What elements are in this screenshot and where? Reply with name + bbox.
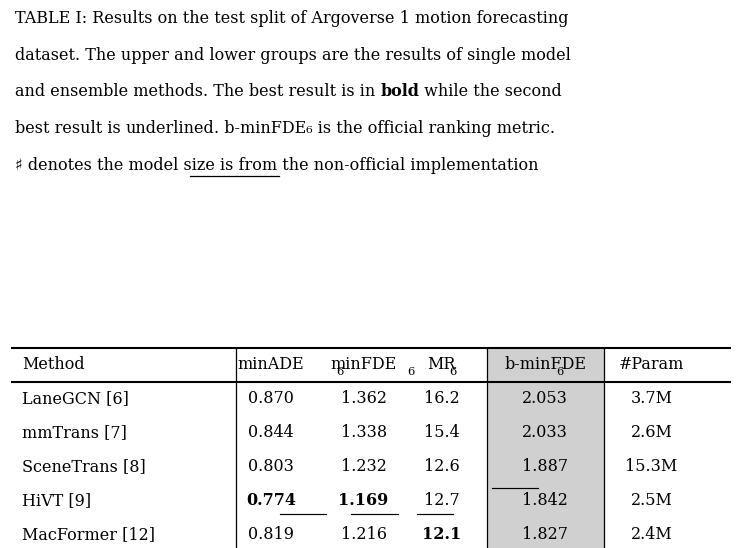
Text: . b-minFDE₆ is the official ranking metric.: . b-minFDE₆ is the official ranking metr…	[214, 120, 556, 137]
Text: 1.887: 1.887	[522, 458, 568, 476]
Text: 1.827: 1.827	[522, 526, 568, 544]
Text: 0.774: 0.774	[246, 492, 296, 510]
Text: 1.232: 1.232	[341, 458, 387, 476]
Text: LaneGCN [6]: LaneGCN [6]	[22, 390, 129, 408]
Text: 1.169: 1.169	[338, 492, 389, 510]
Text: 2.033: 2.033	[522, 424, 568, 442]
Text: 6: 6	[449, 367, 456, 377]
Text: 0.844: 0.844	[248, 424, 294, 442]
Text: and ensemble methods. The best result is in: and ensemble methods. The best result is…	[15, 83, 380, 100]
Text: 0.819: 0.819	[248, 526, 294, 544]
Text: 12.7: 12.7	[424, 492, 459, 510]
Bar	[487, 518, 604, 548]
Text: 1.842: 1.842	[522, 492, 568, 510]
Text: SceneTrans [8]: SceneTrans [8]	[22, 458, 146, 476]
Text: 1.338: 1.338	[341, 424, 387, 442]
Text: 12.1: 12.1	[422, 526, 461, 544]
Text: 2.5M: 2.5M	[631, 492, 672, 510]
Text: 3.7M: 3.7M	[631, 390, 672, 408]
Text: HiVT [9]: HiVT [9]	[22, 492, 91, 510]
Text: best result is: best result is	[15, 120, 125, 137]
Text: minFDE: minFDE	[330, 356, 397, 374]
Text: 15.3M: 15.3M	[626, 458, 677, 476]
Text: MR: MR	[427, 356, 456, 374]
Text: 2.053: 2.053	[522, 390, 568, 408]
Text: 1.216: 1.216	[341, 526, 387, 544]
Text: bold: bold	[380, 83, 419, 100]
Text: b-minFDE: b-minFDE	[505, 356, 586, 374]
Bar	[487, 348, 604, 382]
Text: 6: 6	[556, 367, 564, 377]
Text: MacFormer [12]: MacFormer [12]	[22, 526, 155, 544]
Text: 0.803: 0.803	[248, 458, 294, 476]
Text: 2.4M: 2.4M	[631, 526, 672, 544]
Text: Method: Method	[22, 356, 85, 374]
Text: 6: 6	[407, 367, 415, 377]
Bar	[487, 484, 604, 518]
Text: while the second: while the second	[419, 83, 562, 100]
Bar	[487, 382, 604, 416]
Text: 1.362: 1.362	[341, 390, 387, 408]
Text: 16.2: 16.2	[424, 390, 459, 408]
Text: 12.6: 12.6	[424, 458, 459, 476]
Text: 6: 6	[336, 367, 344, 377]
Text: TABLE I: Results on the test split of Argoverse 1 motion forecasting: TABLE I: Results on the test split of Ar…	[15, 10, 568, 27]
Bar	[487, 416, 604, 450]
Text: minADE: minADE	[237, 356, 304, 374]
Bar	[487, 450, 604, 484]
Text: mmTrans [7]: mmTrans [7]	[22, 424, 127, 442]
Text: ♯ denotes the model size is from the non-official implementation: ♯ denotes the model size is from the non…	[15, 157, 539, 174]
Text: dataset. The upper and lower groups are the results of single model: dataset. The upper and lower groups are …	[15, 47, 571, 64]
Text: 15.4: 15.4	[424, 424, 459, 442]
Text: 0.870: 0.870	[248, 390, 294, 408]
Text: 2.6M: 2.6M	[631, 424, 672, 442]
Text: underlined: underlined	[125, 120, 214, 137]
Text: #Param: #Param	[619, 356, 684, 374]
